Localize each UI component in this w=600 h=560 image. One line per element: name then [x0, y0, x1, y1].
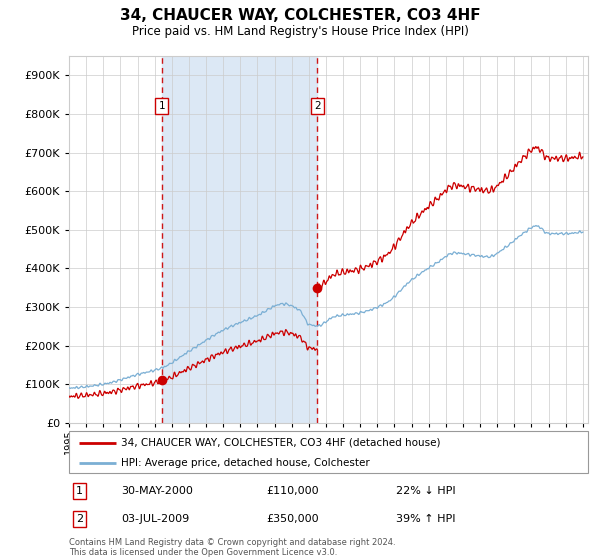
Text: 2: 2: [76, 514, 83, 524]
Text: 1: 1: [76, 486, 83, 496]
Text: £110,000: £110,000: [266, 486, 319, 496]
Text: 34, CHAUCER WAY, COLCHESTER, CO3 4HF (detached house): 34, CHAUCER WAY, COLCHESTER, CO3 4HF (de…: [121, 438, 440, 448]
Text: 22% ↓ HPI: 22% ↓ HPI: [396, 486, 455, 496]
Text: Contains HM Land Registry data © Crown copyright and database right 2024.
This d: Contains HM Land Registry data © Crown c…: [69, 538, 395, 557]
FancyBboxPatch shape: [69, 431, 588, 473]
Bar: [161, 56, 317, 423]
Text: 30-MAY-2000: 30-MAY-2000: [121, 486, 193, 496]
Text: 39% ↑ HPI: 39% ↑ HPI: [396, 514, 455, 524]
Text: 03-JUL-2009: 03-JUL-2009: [121, 514, 189, 524]
Text: 1: 1: [158, 101, 165, 111]
Text: Price paid vs. HM Land Registry's House Price Index (HPI): Price paid vs. HM Land Registry's House …: [131, 25, 469, 38]
Text: HPI: Average price, detached house, Colchester: HPI: Average price, detached house, Colc…: [121, 458, 370, 468]
Text: 2: 2: [314, 101, 320, 111]
Text: £350,000: £350,000: [266, 514, 319, 524]
Text: 34, CHAUCER WAY, COLCHESTER, CO3 4HF: 34, CHAUCER WAY, COLCHESTER, CO3 4HF: [119, 8, 481, 24]
